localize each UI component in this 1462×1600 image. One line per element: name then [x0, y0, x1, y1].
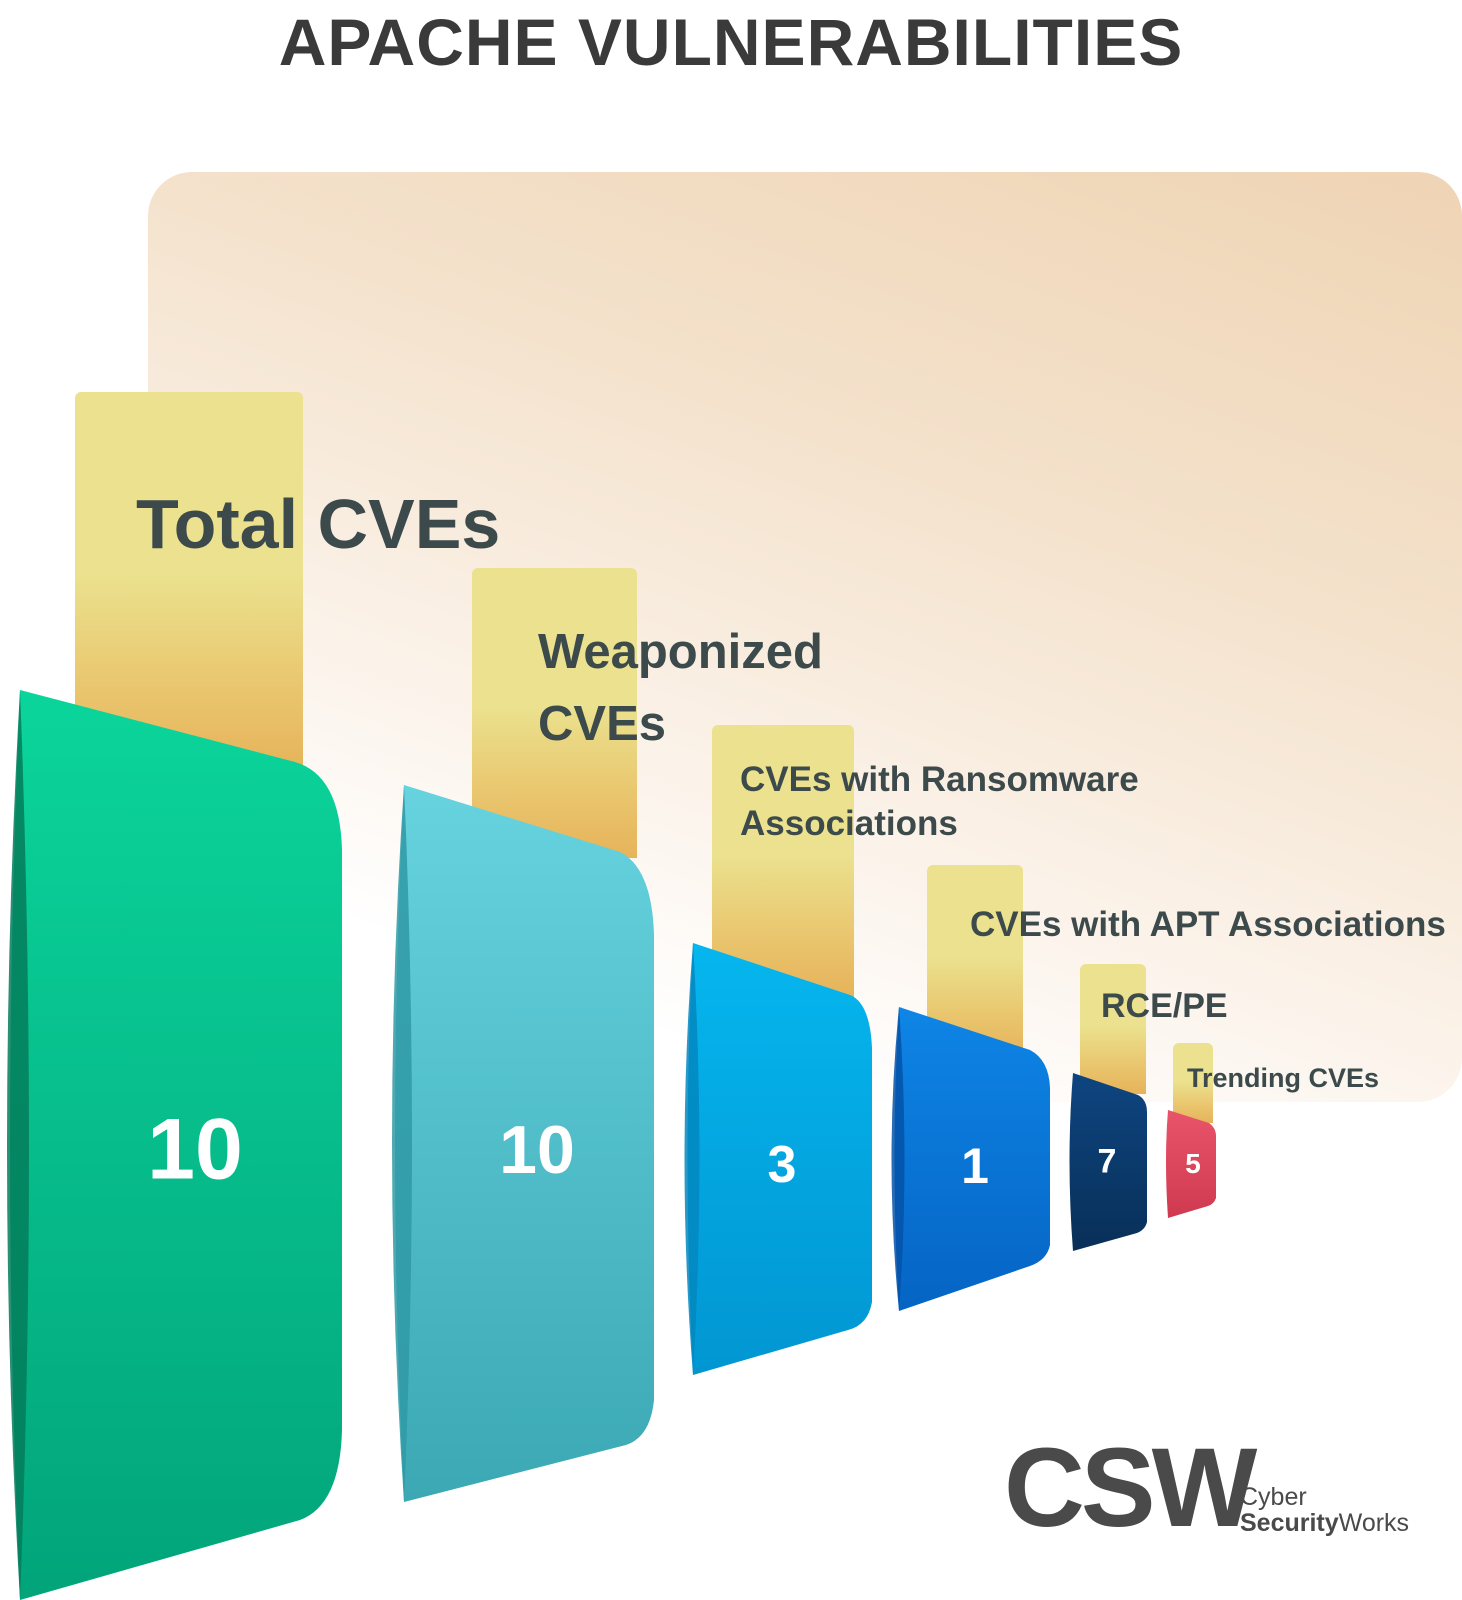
page-title: APACHE VULNERABILITIES — [278, 5, 1184, 79]
funnel-segment-total-cves — [7, 690, 342, 1600]
label-total-cves: Total CVEs — [136, 485, 501, 563]
tab-trending-cves — [1173, 1043, 1213, 1123]
logo-line-security-works: SecurityWorks — [1240, 1510, 1409, 1536]
label-ransomware-cves: CVEs with Ransomware Associations — [740, 760, 1139, 843]
label-weaponized-cves: Weaponized CVEs — [538, 625, 823, 751]
funnel-segment-apt-cves — [891, 1007, 1050, 1311]
logo-line-cyber: Cyber — [1240, 1483, 1307, 1511]
value-ransomware-cves: 3 — [767, 1136, 797, 1194]
tab-rce-pe — [1080, 964, 1146, 1094]
funnel-segment-rce-pe — [1069, 1073, 1147, 1251]
value-weaponized-cves: 10 — [499, 1112, 575, 1188]
logo-mark: CSW — [1004, 1425, 1257, 1550]
tab-weaponized-cves — [472, 568, 637, 858]
logo-works: Works — [1338, 1509, 1410, 1537]
tab-total-cves — [75, 392, 303, 772]
funnel-segment-weaponized-cves — [392, 785, 654, 1502]
logo-security: Security — [1240, 1509, 1339, 1537]
value-apt-cves: 1 — [961, 1138, 989, 1194]
label-apt-cves: CVEs with APT Associations — [970, 905, 1446, 944]
label-trending-cves: Trending CVEs — [1187, 1063, 1380, 1093]
value-rce-pe: 7 — [1097, 1142, 1117, 1181]
tab-ransomware-cves — [712, 725, 854, 997]
value-trending-cves: 5 — [1185, 1148, 1201, 1179]
funnel-segment-ransomware-cves — [684, 943, 872, 1375]
csw-logo: CSW Cyber SecurityWorks — [1004, 1432, 1424, 1550]
funnel-segment-trending-cves — [1166, 1110, 1216, 1218]
value-total-cves: 10 — [147, 1101, 243, 1198]
label-rce-pe: RCE/PE — [1101, 987, 1228, 1025]
